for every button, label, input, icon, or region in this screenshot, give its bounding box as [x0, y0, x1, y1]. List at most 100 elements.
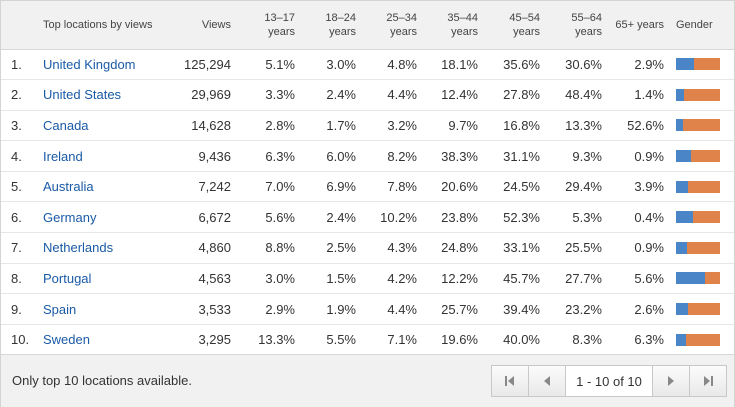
row-country-cell: United States	[43, 79, 171, 111]
last-page-icon	[704, 376, 713, 386]
next-page-button[interactable]	[653, 365, 690, 397]
row-rank: 1.	[1, 49, 43, 81]
row-age-13-17: 7.0%	[237, 171, 301, 203]
gender-bar[interactable]	[676, 272, 720, 285]
country-link[interactable]: Netherlands	[43, 240, 114, 256]
row-gender-cell	[670, 49, 734, 81]
header-location[interactable]: Top locations by views	[43, 1, 171, 50]
row-views: 125,294	[171, 49, 237, 81]
row-gender-cell	[670, 293, 734, 325]
row-age-55-64: 5.3%	[546, 201, 608, 234]
row-age-55-64: 29.4%	[546, 171, 608, 203]
row-age-45-54: 24.5%	[484, 171, 546, 203]
table-row: 4. Ireland 9,436 6.3% 6.0% 8.2% 38.3% 31.1% 9.3%…	[1, 140, 734, 172]
table-row: 10. Sweden 3,295 13.3% 5.5% 7.1% 19.6% 40.0% 8.3…	[1, 324, 734, 356]
gender-bar-female	[704, 272, 720, 285]
row-age-35-44: 19.6%	[423, 324, 484, 356]
last-page-button[interactable]	[690, 365, 727, 397]
table-row: 3. Canada 14,628 2.8% 1.7% 3.2% 9.7% 16.8% 13.3%…	[1, 110, 734, 142]
gender-bar-male	[676, 180, 688, 193]
row-views: 3,295	[171, 324, 237, 356]
row-age-35-44: 12.2%	[423, 263, 484, 295]
gender-bar-female	[683, 119, 720, 132]
gender-bar-male	[676, 58, 695, 71]
table-row: 7. Netherlands 4,860 8.8% 2.5% 4.3% 24.8% 33.1%…	[1, 232, 734, 264]
country-link[interactable]: United Kingdom	[43, 56, 136, 72]
header-gender[interactable]: Gender	[670, 1, 734, 50]
row-age-65-plus: 6.3%	[608, 324, 670, 356]
row-age-35-44: 18.1%	[423, 49, 484, 81]
country-link[interactable]: Spain	[43, 301, 77, 317]
table-row: 1. United Kingdom 125,294 5.1% 3.0% 4.8% 18.1%…	[1, 49, 734, 81]
row-rank: 10.	[1, 324, 43, 356]
table-header-row: Top locations by views Views 13–17 years…	[1, 1, 734, 50]
gender-bar-female	[685, 333, 720, 346]
row-rank: 7.	[1, 232, 43, 264]
row-age-45-54: 27.8%	[484, 79, 546, 111]
header-age-18-24[interactable]: 18–24 years	[301, 1, 362, 50]
country-link[interactable]: Sweden	[43, 332, 90, 348]
row-country-cell: Canada	[43, 110, 171, 142]
row-gender-cell	[670, 324, 734, 356]
gender-bar[interactable]	[676, 150, 720, 163]
first-page-button[interactable]	[491, 365, 529, 397]
row-age-18-24: 6.0%	[301, 140, 362, 172]
row-age-13-17: 3.3%	[237, 79, 301, 111]
country-link[interactable]: United States	[43, 87, 122, 103]
row-age-35-44: 24.8%	[423, 232, 484, 264]
table-row: 8. Portugal 4,563 3.0% 1.5% 4.2% 12.2% 45.7% 27.…	[1, 263, 734, 295]
country-link[interactable]: Ireland	[43, 148, 83, 164]
row-country-cell: Spain	[43, 293, 171, 325]
row-views: 7,242	[171, 171, 237, 203]
row-age-55-64: 23.2%	[546, 293, 608, 325]
row-gender-cell	[670, 140, 734, 172]
gender-bar[interactable]	[676, 119, 720, 132]
country-link[interactable]: Germany	[43, 209, 97, 225]
gender-bar-male	[676, 333, 686, 346]
row-age-25-34: 4.8%	[362, 49, 423, 81]
footer-note: Only top 10 locations available.	[12, 373, 192, 388]
gender-bar[interactable]	[676, 88, 720, 101]
row-age-18-24: 5.5%	[301, 324, 362, 356]
row-age-35-44: 9.7%	[423, 110, 484, 142]
country-link[interactable]: Canada	[43, 117, 89, 133]
row-age-65-plus: 2.6%	[608, 293, 670, 325]
header-views[interactable]: Views	[171, 1, 237, 50]
header-age-55-64[interactable]: 55–64 years	[546, 1, 608, 50]
row-views: 3,533	[171, 293, 237, 325]
gender-bar[interactable]	[676, 211, 720, 224]
row-views: 9,436	[171, 140, 237, 172]
gender-bar[interactable]	[676, 303, 720, 316]
row-country-cell: Ireland	[43, 140, 171, 172]
gender-bar[interactable]	[676, 333, 720, 346]
gender-bar-female	[687, 241, 720, 254]
row-age-13-17: 2.8%	[237, 110, 301, 142]
row-age-25-34: 4.3%	[362, 232, 423, 264]
row-country-cell: Germany	[43, 201, 171, 234]
header-age-65-plus[interactable]: 65+ years	[608, 1, 670, 50]
page-info: 1 - 10 of 10	[566, 365, 653, 397]
country-link[interactable]: Australia	[43, 179, 94, 195]
row-age-18-24: 2.5%	[301, 232, 362, 264]
table-row: 5. Australia 7,242 7.0% 6.9% 7.8% 20.6% 24.5% 29…	[1, 171, 734, 203]
gender-bar-female	[687, 180, 720, 193]
row-age-45-54: 35.6%	[484, 49, 546, 81]
row-gender-cell	[670, 263, 734, 295]
header-age-45-54[interactable]: 45–54 years	[484, 1, 546, 50]
country-link[interactable]: Portugal	[43, 270, 92, 286]
row-age-25-34: 4.4%	[362, 293, 423, 325]
header-age-25-34[interactable]: 25–34 years	[362, 1, 423, 50]
previous-page-button[interactable]	[529, 365, 566, 397]
header-age-13-17[interactable]: 13–17 years	[237, 1, 301, 50]
gender-bar[interactable]	[676, 58, 720, 71]
row-age-45-54: 45.7%	[484, 263, 546, 295]
row-country-cell: Portugal	[43, 263, 171, 295]
row-age-65-plus: 0.9%	[608, 140, 670, 172]
header-age-35-44[interactable]: 35–44 years	[423, 1, 484, 50]
gender-bar[interactable]	[676, 241, 720, 254]
row-age-35-44: 25.7%	[423, 293, 484, 325]
gender-bar[interactable]	[676, 180, 720, 193]
row-gender-cell	[670, 232, 734, 264]
row-age-45-54: 52.3%	[484, 201, 546, 234]
row-age-18-24: 2.4%	[301, 79, 362, 111]
